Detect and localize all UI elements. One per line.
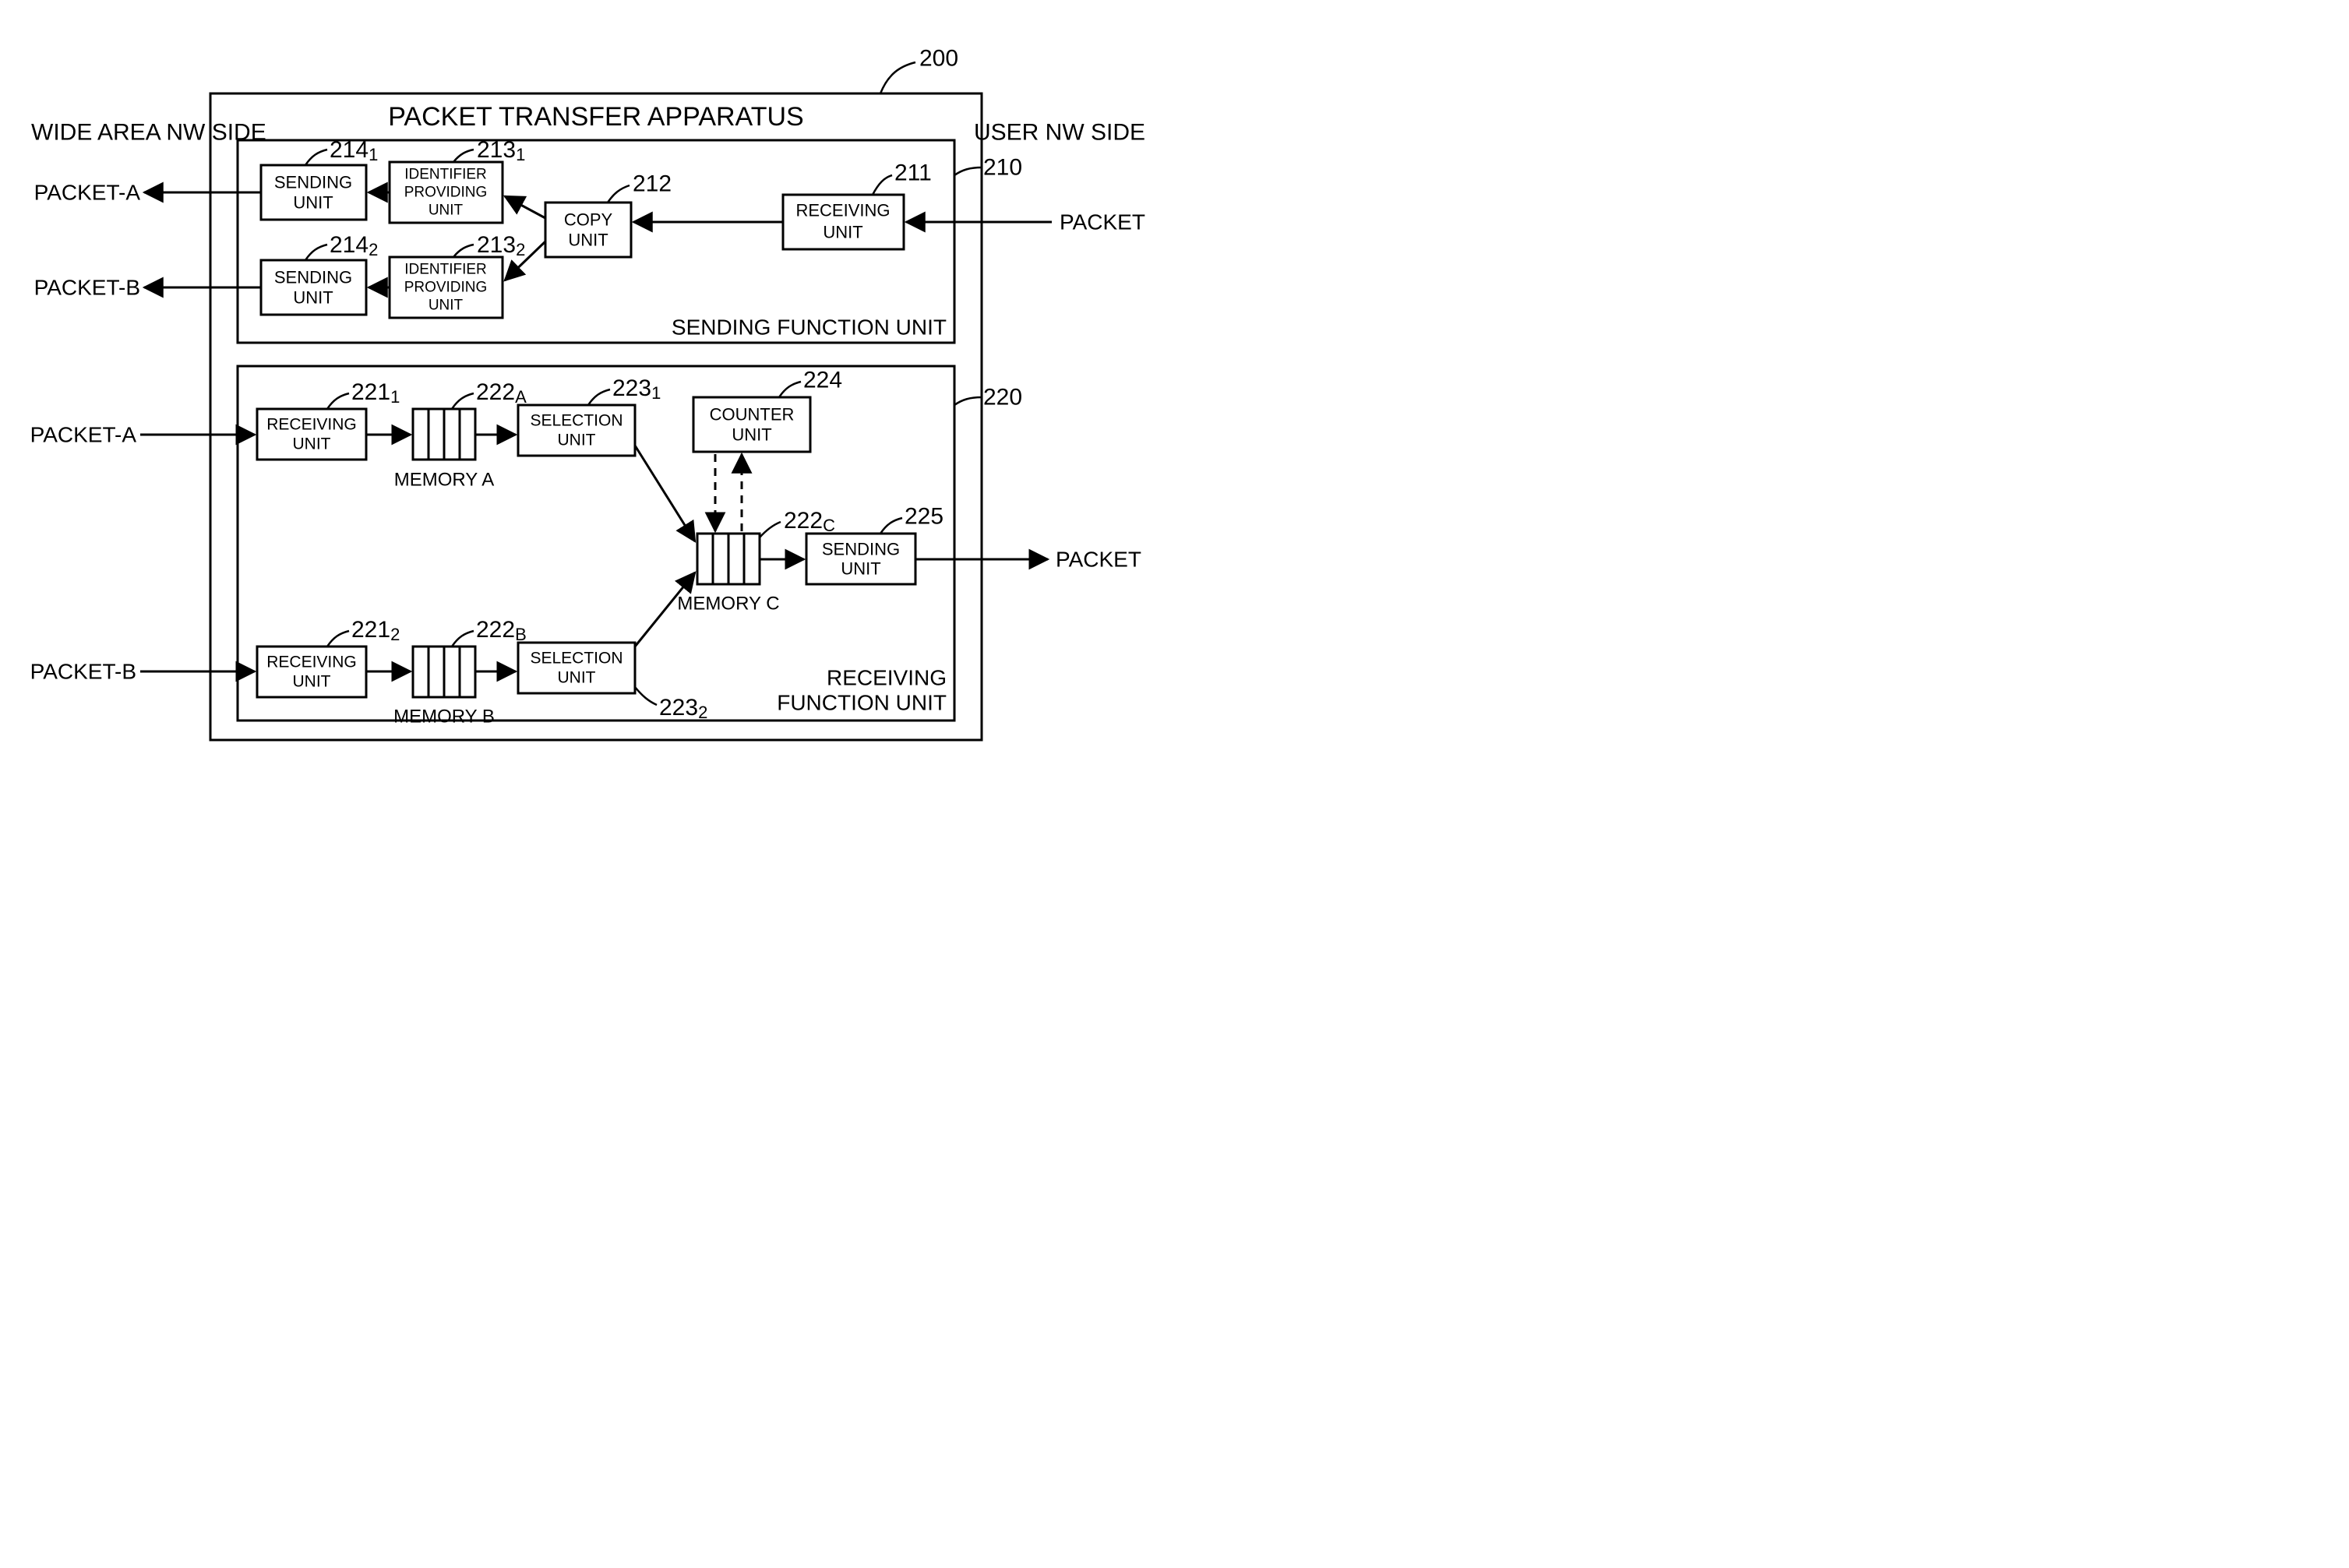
svg-text:COPY: COPY [564,210,613,230]
svg-text:SELECTION: SELECTION [530,412,623,430]
block-223-1-selection: SELECTION UNIT [518,405,635,456]
label-memory-c: MEMORY C [677,594,779,615]
svg-text:UNIT: UNIT [732,425,771,445]
svg-text:SENDING: SENDING [274,268,352,287]
block-214-1-sending: SENDING UNIT [261,165,366,220]
svg-text:UNIT: UNIT [841,559,880,579]
user-side-label: USER NW SIDE [974,120,1145,146]
label-memory-a: MEMORY A [394,470,494,491]
label-packet-b-out: PACKET-B [34,276,140,300]
apparatus-title: PACKET TRANSFER APPARATUS [388,102,803,132]
svg-text:RECEIVING: RECEIVING [795,201,890,220]
label-packet-b-in: PACKET-B [30,660,136,684]
sending-function-title: SENDING FUNCTION UNIT [672,315,947,340]
ref-224: 224 [803,368,842,393]
block-222A-memory [413,409,475,460]
block-214-2-sending: SENDING UNIT [261,260,366,315]
svg-text:SENDING: SENDING [274,173,352,192]
block-213-1-id-providing: IDENTIFIER PROVIDING UNIT [390,162,503,223]
block-223-2-selection: SELECTION UNIT [518,643,635,693]
packet-transfer-apparatus-diagram: PACKET TRANSFER APPARATUS 200 WIDE AREA … [0,0,1175,784]
label-packet-in: PACKET [1060,210,1145,234]
label-packet-a-out: PACKET-A [34,181,141,205]
block-225-sending: SENDING UNIT [806,534,915,584]
block-213-2-id-providing: IDENTIFIER PROVIDING UNIT [390,257,503,318]
block-221-2-receiving: RECEIVING UNIT [257,647,366,697]
lead-200 [880,62,915,93]
svg-text:UNIT: UNIT [558,432,596,449]
ref-225: 225 [905,504,943,530]
svg-text:PROVIDING: PROVIDING [404,185,488,201]
block-211-receiving: RECEIVING UNIT [783,195,904,249]
ref-220: 220 [983,385,1022,410]
block-222B-memory [413,647,475,697]
svg-text:UNIT: UNIT [429,298,464,314]
label-packet-a-in: PACKET-A [30,423,137,447]
svg-text:UNIT: UNIT [558,669,596,687]
receiving-function-title-1: RECEIVING [827,666,947,690]
svg-text:IDENTIFIER: IDENTIFIER [404,167,487,183]
svg-text:SELECTION: SELECTION [530,650,623,668]
block-222C-memory [697,534,760,584]
ref-212: 212 [633,171,672,197]
svg-text:UNIT: UNIT [429,203,464,219]
svg-text:SENDING: SENDING [822,540,900,559]
svg-text:IDENTIFIER: IDENTIFIER [404,262,487,278]
ref-211: 211 [894,160,932,186]
ref-200: 200 [919,46,958,72]
receiving-function-title-2: FUNCTION UNIT [777,691,947,715]
label-packet-out: PACKET [1056,548,1141,572]
block-212-copy: COPY UNIT [545,203,631,257]
svg-text:PROVIDING: PROVIDING [404,280,488,296]
svg-text:UNIT: UNIT [568,231,608,250]
block-221-1-receiving: RECEIVING UNIT [257,409,366,460]
ref-210: 210 [983,155,1022,181]
label-memory-b: MEMORY B [393,706,495,728]
svg-text:UNIT: UNIT [823,223,862,242]
svg-text:UNIT: UNIT [293,673,331,691]
svg-text:RECEIVING: RECEIVING [266,416,357,434]
svg-text:UNIT: UNIT [293,288,333,308]
svg-text:UNIT: UNIT [293,193,333,213]
wan-side-label: WIDE AREA NW SIDE [31,120,266,146]
svg-text:UNIT: UNIT [293,435,331,453]
svg-text:COUNTER: COUNTER [710,405,795,425]
block-224-counter: COUNTER UNIT [693,397,810,452]
svg-text:RECEIVING: RECEIVING [266,654,357,671]
